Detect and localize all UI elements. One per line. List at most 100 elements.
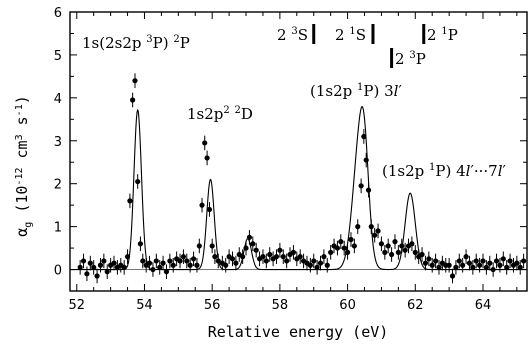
point-marker: [375, 228, 381, 234]
data-point: [334, 240, 341, 256]
x-tick-label: 56: [204, 298, 221, 313]
data-point: [341, 240, 347, 256]
data-point: [344, 245, 351, 260]
data-point: [348, 232, 354, 247]
data-point: [365, 182, 372, 198]
plot-frame: [69, 11, 528, 292]
data-point: [395, 245, 401, 260]
data-point: [124, 249, 131, 264]
point-marker: [419, 251, 425, 258]
point-marker: [153, 258, 159, 264]
point-marker: [204, 155, 210, 161]
data-point: [77, 260, 83, 275]
point-marker: [246, 234, 253, 240]
data-point: [480, 253, 486, 269]
data-point: [358, 178, 364, 194]
data-point: [153, 253, 159, 269]
point-marker: [436, 264, 442, 270]
data-point: [297, 249, 303, 264]
point-marker: [466, 260, 473, 266]
point-marker: [433, 258, 439, 264]
point-marker: [184, 258, 190, 264]
y-axis-title: αg (10-12 cm3 s-1): [13, 95, 34, 237]
point-marker: [392, 239, 398, 245]
data-point: [460, 257, 466, 273]
point-marker: [321, 254, 327, 260]
point-marker: [91, 264, 97, 270]
point-marker: [284, 258, 290, 264]
x-tick-label: 60: [339, 298, 356, 313]
y-tick-label: 3: [54, 135, 62, 150]
point-marker: [229, 256, 236, 262]
y-tick-label: 0: [54, 264, 62, 279]
data-point: [177, 253, 183, 269]
point-marker: [177, 258, 183, 264]
point-marker: [395, 249, 401, 255]
data-point: [160, 255, 166, 271]
data-point: [101, 253, 107, 269]
point-marker: [480, 258, 486, 264]
ann-4l7l-label: (1s2p 1P) 4l′···7l′: [382, 162, 507, 180]
data-point: [150, 262, 156, 277]
data-point: [204, 150, 210, 166]
data-point: [190, 251, 197, 267]
point-marker: [253, 247, 259, 253]
data-point: [163, 264, 170, 279]
data-point: [429, 257, 435, 273]
ann-3l-label: (1s2p 1P) 3l′: [310, 82, 402, 100]
data-point: [206, 202, 213, 217]
data-point: [487, 255, 493, 271]
point-marker: [341, 245, 347, 251]
point-marker: [187, 262, 193, 268]
data-point: [497, 257, 503, 273]
data-point: [140, 253, 146, 269]
y-axis-title-text: αg (10-12 cm3 s-1): [13, 95, 34, 237]
point-marker: [84, 271, 90, 277]
point-marker: [215, 258, 221, 264]
data-point: [507, 253, 513, 269]
data-point: [473, 253, 479, 269]
point-marker: [521, 258, 527, 264]
point-marker: [477, 262, 483, 268]
point-marker: [507, 258, 513, 264]
point-marker: [463, 254, 469, 260]
data-point: [355, 219, 361, 234]
point-marker: [199, 202, 205, 208]
point-marker: [490, 266, 496, 273]
data-point: [236, 247, 242, 262]
data-point: [167, 253, 173, 269]
point-marker: [517, 264, 523, 270]
point-marker: [135, 178, 141, 185]
point-marker: [399, 243, 405, 249]
point-marker: [111, 260, 117, 266]
data-point: [514, 255, 520, 271]
data-point: [449, 268, 456, 284]
point-marker: [449, 273, 456, 279]
data-point: [433, 253, 439, 269]
point-marker: [460, 262, 466, 268]
point-marker: [446, 262, 452, 268]
data-point: [212, 249, 218, 264]
point-marker: [514, 260, 520, 266]
point-marker: [382, 249, 388, 255]
data-point: [184, 253, 190, 269]
data-point: [132, 73, 138, 88]
data-point: [87, 255, 93, 271]
point-marker: [344, 249, 351, 255]
data-point: [240, 249, 246, 264]
point-marker: [206, 206, 213, 213]
data-point: [392, 234, 398, 249]
data-point: [219, 255, 225, 271]
ann-21S-label: 2 1S: [335, 26, 366, 44]
data-point: [202, 135, 208, 151]
x-tick-label: 62: [407, 298, 424, 313]
point-marker: [311, 258, 317, 264]
data-point: [118, 257, 124, 273]
point-marker: [132, 78, 138, 84]
point-marker: [456, 258, 462, 264]
point-marker: [121, 264, 127, 270]
data-point: [273, 249, 280, 264]
point-marker: [150, 266, 156, 273]
